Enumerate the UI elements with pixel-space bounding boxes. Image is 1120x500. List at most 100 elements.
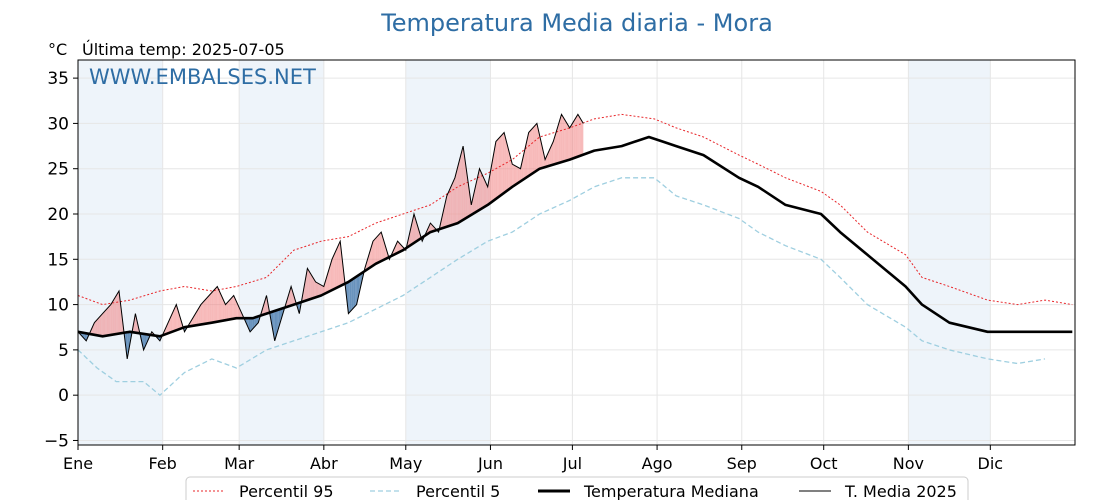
fill-above-median (215, 286, 218, 322)
fill-above-median (109, 304, 111, 336)
fill-above-median (112, 300, 114, 335)
fill-above-median (575, 116, 577, 158)
fill-below-median (277, 309, 279, 332)
fill-above-median (113, 297, 115, 335)
fill-above-median (336, 247, 338, 289)
fill-above-median (108, 306, 110, 336)
fill-above-median (105, 309, 107, 336)
fill-above-median (116, 293, 118, 335)
fill-above-median (318, 283, 320, 297)
fill-above-median (98, 316, 100, 336)
fill-above-median (323, 281, 326, 295)
fill-below-median (142, 333, 144, 350)
fill-above-median (463, 146, 465, 220)
fill-above-median (476, 174, 479, 212)
fill-below-median (353, 277, 356, 308)
x-tick-label: Ago (642, 454, 673, 473)
fill-above-median (460, 151, 462, 222)
legend-label-median: Temperatura Mediana (583, 482, 759, 500)
y-tick-label: 35 (47, 69, 69, 89)
fill-above-median (554, 132, 557, 165)
fill-above-median (206, 297, 208, 324)
series-line-current (77, 113, 584, 359)
fill-above-median (430, 223, 432, 233)
fill-above-median (475, 180, 477, 213)
y-tick-label: 15 (47, 250, 69, 270)
fill-above-median (102, 312, 104, 337)
series-line-p5 (77, 177, 1046, 397)
fill-above-median (213, 289, 215, 323)
fill-above-median (308, 270, 311, 300)
x-axis-ticks: Ene Feb Mar Abr May Jun Jul Ago Sep Oct Nov Dic (63, 445, 1003, 473)
fill-above-median (334, 250, 337, 289)
fill-above-median (509, 153, 511, 189)
fill-above-median (454, 172, 457, 224)
fill-above-median (375, 236, 378, 264)
fill-above-median (512, 164, 514, 187)
fill-below-median (276, 310, 278, 337)
fill-above-median (524, 144, 526, 179)
fill-above-median (561, 114, 563, 163)
fill-above-median (332, 256, 334, 291)
fill-below-median (250, 318, 252, 332)
fill-above-median (536, 123, 539, 171)
fill-below-median (271, 311, 274, 334)
x-tick-label: Oct (810, 454, 838, 473)
fill-above-median (333, 253, 335, 290)
fill-below-median (347, 281, 349, 314)
fill-above-median (528, 130, 531, 176)
fill-below-median (349, 280, 352, 313)
series-line-median (77, 135, 1073, 338)
month-shade-4 (405, 60, 491, 445)
fill-above-median (506, 143, 509, 191)
fill-above-median (538, 129, 540, 170)
fill-above-median (502, 132, 505, 194)
fill-above-median (471, 198, 473, 215)
fill-above-median (490, 164, 492, 203)
fill-above-median (412, 214, 414, 244)
fill-above-median (220, 292, 222, 322)
fill-above-median (535, 123, 537, 172)
last-temp-label: Última temp: 2025-07-05 (82, 40, 285, 59)
fill-above-median (415, 218, 417, 243)
fill-above-median (338, 241, 341, 287)
x-tick-label: Jul (562, 454, 582, 473)
fill-above-median (500, 135, 502, 196)
fill-above-median (504, 132, 506, 193)
fill-above-median (495, 140, 498, 199)
fill-above-median (491, 156, 494, 202)
fill-above-median (205, 298, 207, 324)
fill-below-median (355, 276, 357, 307)
fill-above-median (582, 121, 584, 155)
fill-above-median (169, 316, 171, 333)
fill-above-median (312, 277, 315, 299)
fill-above-median (327, 268, 330, 293)
x-tick-label: Jun (477, 454, 503, 473)
fill-above-median (484, 180, 487, 207)
month-shade-2 (239, 60, 324, 445)
fill-below-median (356, 275, 358, 305)
fill-above-median (478, 168, 480, 211)
fill-above-median (114, 295, 117, 335)
fill-above-median (385, 245, 387, 260)
legend-label-p95: Percentil 95 (239, 482, 334, 500)
fill-above-median (479, 168, 481, 210)
fill-above-median (94, 321, 96, 336)
fill-above-median (195, 311, 197, 326)
fill-below-median (252, 317, 255, 329)
fill-below-median (84, 333, 87, 341)
fill-above-median (311, 275, 313, 299)
fill-above-median (453, 177, 455, 225)
fill-above-median (517, 167, 520, 184)
fill-above-median (456, 167, 458, 224)
fill-above-median (228, 300, 230, 320)
fill-above-median (557, 123, 559, 164)
fill-above-median (564, 118, 566, 162)
fill-above-median (168, 319, 170, 334)
fill-above-median (218, 289, 221, 322)
fill-above-median (560, 114, 562, 163)
fill-above-median (209, 294, 211, 324)
fill-above-median (446, 192, 449, 227)
y-tick-label: 20 (47, 205, 69, 225)
fill-above-median (321, 284, 323, 296)
